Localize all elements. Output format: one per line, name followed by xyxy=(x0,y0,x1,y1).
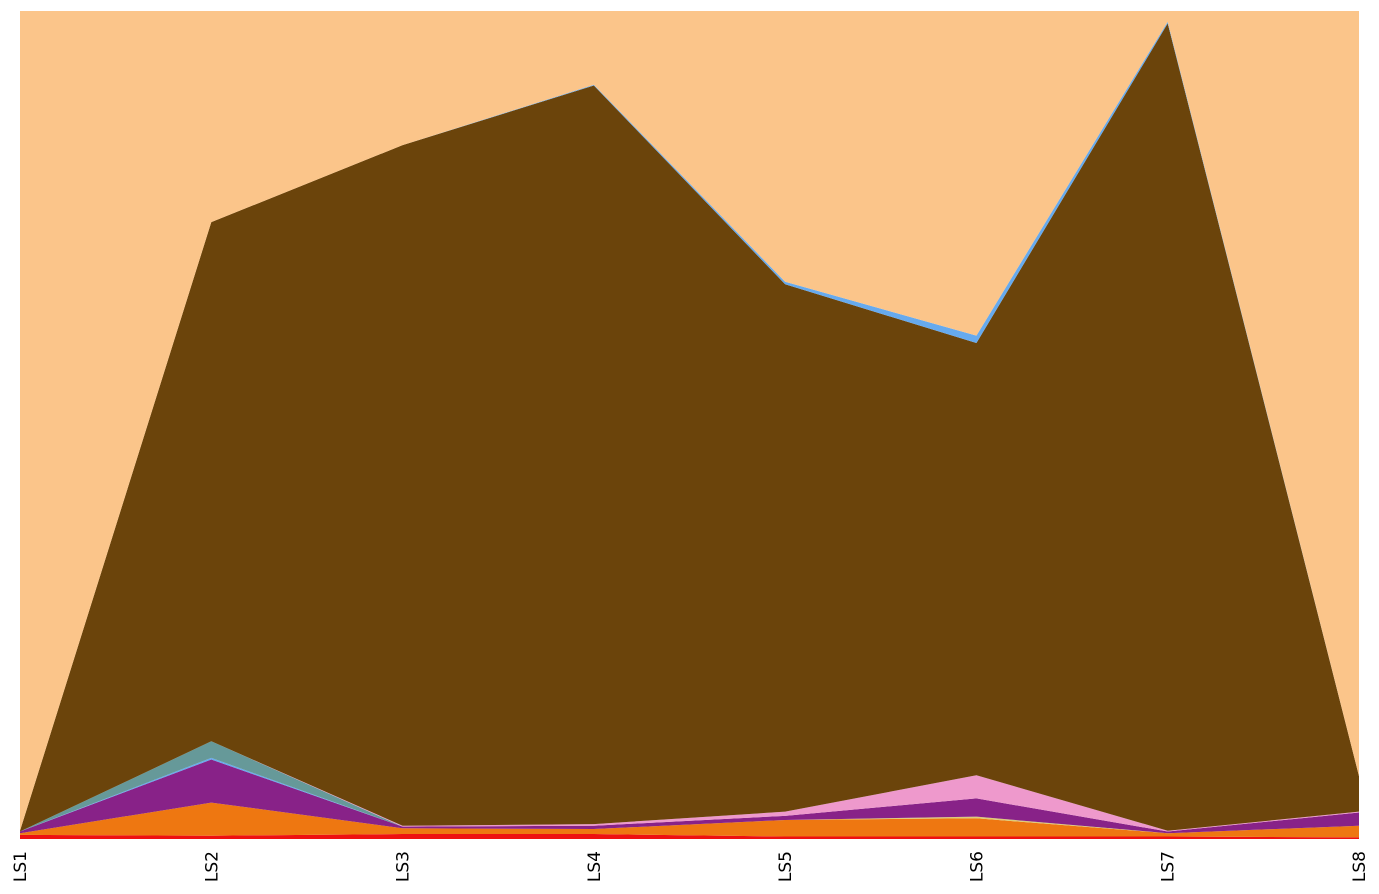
x-tick-label: LS4 xyxy=(585,851,605,882)
x-tick-label: LS3 xyxy=(394,851,414,882)
area-series-1 xyxy=(20,834,1359,839)
area-layers xyxy=(20,11,1359,839)
x-tick-label: LS8 xyxy=(1350,851,1370,882)
area-series-8 xyxy=(20,23,1359,832)
x-tick-label: LS1 xyxy=(11,851,31,882)
x-tick-label: LS2 xyxy=(202,851,222,882)
x-tick-label: LS5 xyxy=(776,851,796,882)
x-axis-ticks: LS1 LS2 LS3 LS4 LS5 LS6 LS7 LS8 xyxy=(11,851,1370,882)
area-series-10 xyxy=(20,11,1359,831)
x-tick-label: LS6 xyxy=(967,851,987,882)
area-series-6 xyxy=(20,741,1359,832)
area-series-9 xyxy=(20,21,1359,831)
x-tick-label: LS7 xyxy=(1159,851,1179,882)
area-series-2 xyxy=(20,802,1359,838)
area-series-4 xyxy=(20,759,1359,834)
